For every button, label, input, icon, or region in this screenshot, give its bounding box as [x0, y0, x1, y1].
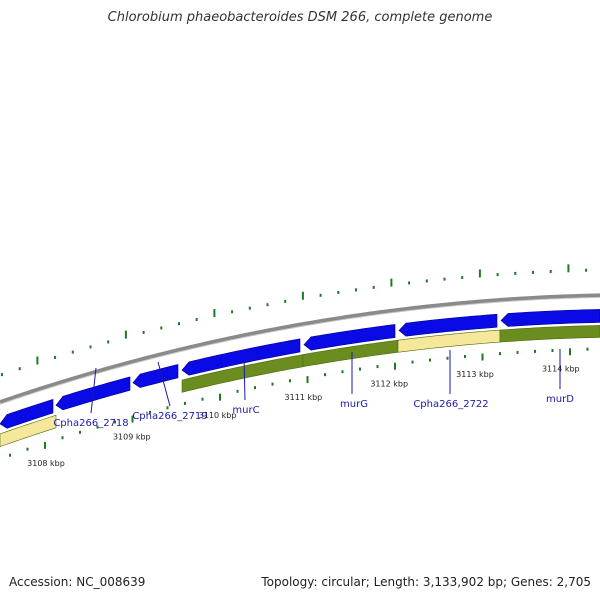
gene-arrow — [398, 313, 498, 337]
gene-label-murd: murD — [546, 394, 574, 405]
lower-ticks — [9, 347, 589, 457]
orf-track — [0, 325, 600, 447]
gene-arrow — [303, 324, 396, 351]
gene-label-murc: murC — [232, 405, 259, 416]
gene-label-cpha266-2718: Cpha266_2718 — [53, 418, 128, 429]
gene-leader-line — [157, 361, 171, 407]
gene-arrow — [500, 309, 600, 327]
gene-label-cpha266-2722: Cpha266_2722 — [413, 399, 488, 410]
gene-arrow — [0, 398, 54, 429]
gene-leader-line — [243, 357, 246, 401]
kbp-label: 3114 kbp — [542, 365, 580, 374]
kbp-label: 3109 kbp — [113, 433, 151, 442]
gene-label-cpha266-2719: Cpha266_2719 — [132, 411, 207, 422]
gene-arrow — [132, 364, 179, 388]
gene-leader-line — [90, 367, 97, 414]
gc-skew-ticks — [1, 264, 588, 377]
kbp-label: 3110 kbp — [199, 411, 237, 420]
kbp-label: 3111 kbp — [285, 393, 323, 402]
gene-label-murg: murG — [340, 399, 368, 410]
kbp-ruler: 3108 kbp 3109 kbp 3110 kbp 3111 kbp 3112 kbp… — [27, 365, 580, 468]
genome-backbone — [0, 293, 600, 405]
kbp-label: 3112 kbp — [370, 380, 408, 389]
topology-summary: Topology: circular; Length: 3,133,902 bp… — [261, 575, 591, 589]
gene-callouts: Cpha266_2718 Cpha266_2719 murC murG Cpha266_… — [53, 349, 574, 429]
map-title: Chlorobium phaeobacteroides DSM 266, com… — [107, 10, 493, 25]
accession-text: Accession: NC_008639 — [9, 575, 146, 589]
backbone-highlight — [0, 296, 600, 405]
backbone-line — [0, 293, 600, 405]
orf-segment — [0, 414, 57, 447]
gene-track — [0, 309, 600, 429]
orf-segment — [499, 325, 600, 343]
gene-arrow — [181, 338, 301, 376]
kbp-label: 3108 kbp — [27, 459, 65, 468]
kbp-label: 3113 kbp — [456, 370, 494, 379]
